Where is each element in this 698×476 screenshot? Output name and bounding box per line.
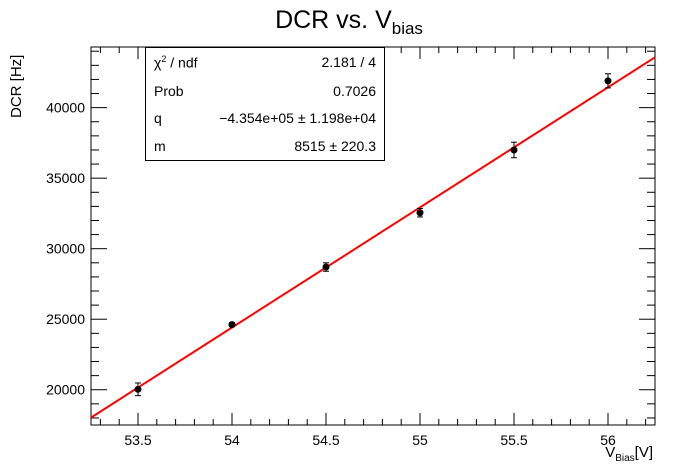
chart-title-sub: bias [391,19,423,38]
data-points [134,73,612,397]
y-tick-label: 30000 [46,241,85,257]
data-point [604,77,612,85]
x-axis-label-unit: [V] [634,444,653,461]
data-point [322,263,330,271]
data-point [134,385,142,393]
data-point [228,321,236,329]
chart-title: DCR vs. Vbias [0,6,698,39]
stats-row-prob: Prob 0.7026 [154,83,376,103]
x-axis-label-main: V [605,444,616,461]
data-point [510,146,518,154]
fit-stats-box: χ2 / ndf 2.181 / 4 Prob 0.7026 q −4.354e… [145,47,385,161]
chi2-sup: 2 [161,54,167,64]
chi2-symbol: χ [154,54,162,71]
chi2-value: 2.181 / 4 [321,54,377,70]
x-tick-label: 54 [224,432,240,448]
q-label: q [154,110,162,126]
x-tick-label: 56 [600,432,616,448]
data-point [416,209,424,217]
fit-line-group [90,56,656,419]
prob-label: Prob [154,83,184,99]
stats-row-chi2: χ2 / ndf 2.181 / 4 [154,54,376,74]
prob-value: 0.7026 [333,83,376,99]
chi2-ndf-text: / ndf [166,54,198,71]
x-axis-label-sub: Bias [615,453,635,464]
q-value: −4.354e+05 ± 1.198e+04 [219,110,376,126]
m-label: m [154,138,166,154]
x-tick-label: 53.5 [124,432,151,448]
stats-row-m: m 8515 ± 220.3 [154,138,376,158]
fit-line [90,56,656,419]
chart-title-main: DCR vs. V [275,6,392,34]
y-tick-label: 35000 [46,170,85,186]
x-tick-label: 55.5 [500,432,527,448]
chi2-label: χ2 / ndf [154,54,198,71]
x-tick-label: 55 [412,432,428,448]
y-axis-label: DCR [Hz] [8,54,25,118]
y-tick-label: 25000 [46,311,85,327]
y-tick-label: 20000 [46,382,85,398]
m-value: 8515 ± 220.3 [294,138,376,154]
x-axis-label: VBias[V] [605,444,653,464]
stats-row-q: q −4.354e+05 ± 1.198e+04 [154,110,376,130]
x-tick-label: 54.5 [312,432,339,448]
y-tick-label: 40000 [46,100,85,116]
